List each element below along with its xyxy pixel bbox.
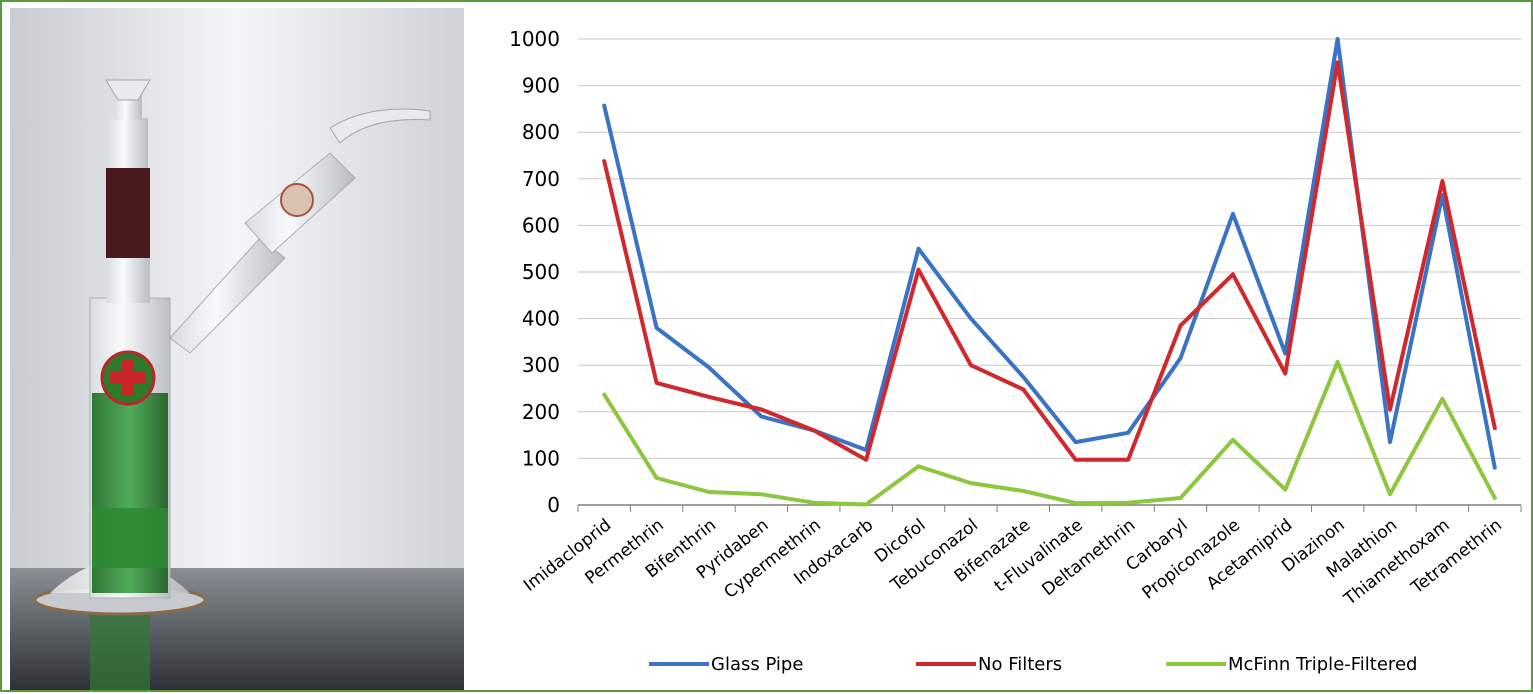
axes — [577, 504, 1522, 512]
y-tick-label: 500 — [522, 260, 560, 284]
y-tick-label: 400 — [522, 307, 560, 331]
y-tick-label: 100 — [522, 446, 560, 470]
gridlines — [578, 38, 1521, 459]
series-lines — [602, 37, 1497, 507]
y-tick-label: 300 — [522, 353, 560, 377]
pesticide-line-chart: 0 100 200 300 400 500 600 700 800 900 1000 Imidacl… — [464, 2, 1531, 690]
x-tick-labels: ImidaclopridPermethrinBifenthrinPyridabe… — [520, 515, 1506, 610]
legend-label: McFinn Triple-Filtered — [1228, 654, 1417, 675]
y-tick-label: 600 — [522, 213, 560, 237]
x-tick-label: Imidacloprid — [520, 515, 615, 596]
legend-label: Glass Pipe — [711, 654, 803, 675]
y-tick-label: 1000 — [509, 27, 560, 51]
y-tick-labels: 0 100 200 300 400 500 600 700 800 900 1000 — [509, 27, 560, 517]
chart-svg: 0 100 200 300 400 500 600 700 800 900 1000 Imidacl… — [509, 27, 1522, 675]
y-tick-label: 800 — [522, 120, 560, 144]
y-tick-label: 200 — [522, 400, 560, 424]
y-tick-label: 900 — [522, 74, 560, 98]
legend-label: No Filters — [978, 654, 1062, 675]
series-line-1 — [602, 60, 1497, 462]
glass-pipe-image — [10, 8, 464, 690]
x-tick-label: Tetramethrin — [1407, 515, 1506, 598]
y-tick-label: 700 — [522, 167, 560, 191]
legend: Glass Pipe No Filters McFinn Triple-Filter… — [649, 654, 1417, 675]
product-photo — [10, 8, 464, 690]
series-line-2 — [602, 359, 1497, 507]
y-tick-label: 0 — [547, 493, 560, 517]
